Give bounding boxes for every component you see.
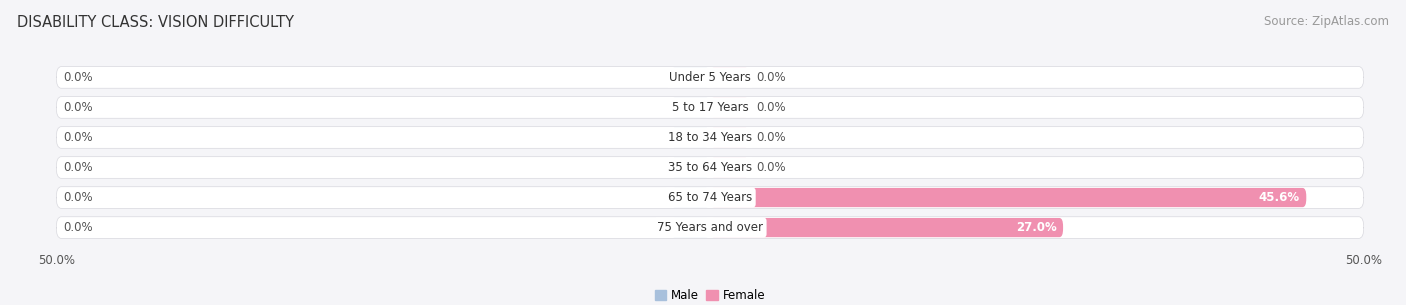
FancyBboxPatch shape — [671, 128, 710, 147]
Text: 0.0%: 0.0% — [756, 161, 786, 174]
FancyBboxPatch shape — [56, 127, 1364, 148]
Text: 27.0%: 27.0% — [1015, 221, 1056, 234]
Text: Source: ZipAtlas.com: Source: ZipAtlas.com — [1264, 15, 1389, 28]
Text: 18 to 34 Years: 18 to 34 Years — [668, 131, 752, 144]
FancyBboxPatch shape — [710, 188, 1306, 207]
Text: 75 Years and over: 75 Years and over — [657, 221, 763, 234]
Text: 0.0%: 0.0% — [63, 161, 93, 174]
FancyBboxPatch shape — [56, 66, 1364, 88]
Text: Under 5 Years: Under 5 Years — [669, 71, 751, 84]
FancyBboxPatch shape — [56, 97, 1364, 118]
Text: 0.0%: 0.0% — [63, 221, 93, 234]
FancyBboxPatch shape — [671, 158, 710, 177]
Text: 0.0%: 0.0% — [63, 131, 93, 144]
Text: 5 to 17 Years: 5 to 17 Years — [672, 101, 748, 114]
FancyBboxPatch shape — [671, 218, 710, 237]
FancyBboxPatch shape — [56, 217, 1364, 239]
Text: 65 to 74 Years: 65 to 74 Years — [668, 191, 752, 204]
FancyBboxPatch shape — [710, 218, 1063, 237]
FancyBboxPatch shape — [56, 157, 1364, 178]
Text: 0.0%: 0.0% — [756, 71, 786, 84]
FancyBboxPatch shape — [671, 68, 710, 87]
FancyBboxPatch shape — [56, 187, 1364, 208]
FancyBboxPatch shape — [710, 158, 749, 177]
FancyBboxPatch shape — [671, 98, 710, 117]
Text: 0.0%: 0.0% — [63, 101, 93, 114]
Text: 0.0%: 0.0% — [63, 191, 93, 204]
Text: DISABILITY CLASS: VISION DIFFICULTY: DISABILITY CLASS: VISION DIFFICULTY — [17, 15, 294, 30]
FancyBboxPatch shape — [710, 68, 749, 87]
FancyBboxPatch shape — [710, 128, 749, 147]
Text: 0.0%: 0.0% — [756, 101, 786, 114]
Legend: Male, Female: Male, Female — [650, 284, 770, 305]
Text: 0.0%: 0.0% — [63, 71, 93, 84]
FancyBboxPatch shape — [671, 188, 710, 207]
FancyBboxPatch shape — [710, 98, 749, 117]
Text: 0.0%: 0.0% — [756, 131, 786, 144]
Text: 35 to 64 Years: 35 to 64 Years — [668, 161, 752, 174]
Text: 45.6%: 45.6% — [1258, 191, 1299, 204]
